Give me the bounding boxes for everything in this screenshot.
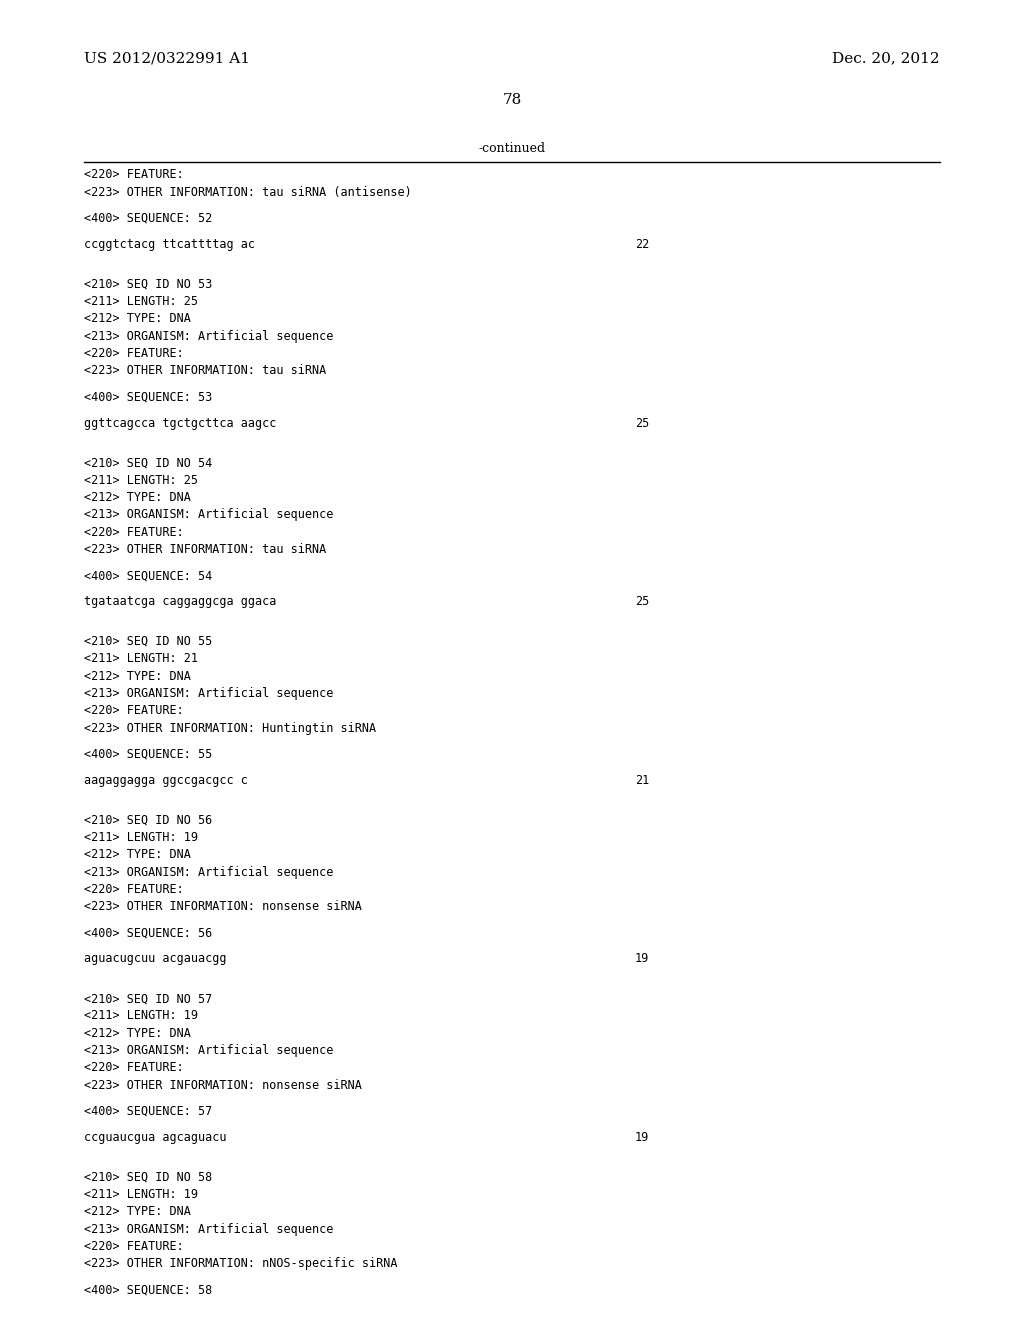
Text: <210> SEQ ID NO 54: <210> SEQ ID NO 54 bbox=[84, 457, 212, 469]
Text: <223> OTHER INFORMATION: Huntingtin siRNA: <223> OTHER INFORMATION: Huntingtin siRN… bbox=[84, 722, 376, 735]
Text: <220> FEATURE:: <220> FEATURE: bbox=[84, 347, 183, 360]
Text: <212> TYPE: DNA: <212> TYPE: DNA bbox=[84, 669, 190, 682]
Text: <220> FEATURE:: <220> FEATURE: bbox=[84, 883, 183, 896]
Text: ggttcagcca tgctgcttca aagcc: ggttcagcca tgctgcttca aagcc bbox=[84, 417, 276, 429]
Text: 19: 19 bbox=[635, 1131, 649, 1144]
Text: <210> SEQ ID NO 53: <210> SEQ ID NO 53 bbox=[84, 277, 212, 290]
Text: 21: 21 bbox=[635, 774, 649, 787]
Text: 25: 25 bbox=[635, 417, 649, 429]
Text: <211> LENGTH: 19: <211> LENGTH: 19 bbox=[84, 1010, 198, 1023]
Text: <213> ORGANISM: Artificial sequence: <213> ORGANISM: Artificial sequence bbox=[84, 1044, 334, 1057]
Text: <213> ORGANISM: Artificial sequence: <213> ORGANISM: Artificial sequence bbox=[84, 866, 334, 879]
Text: US 2012/0322991 A1: US 2012/0322991 A1 bbox=[84, 51, 250, 65]
Text: aguacugcuu acgauacgg: aguacugcuu acgauacgg bbox=[84, 952, 226, 965]
Text: <400> SEQUENCE: 56: <400> SEQUENCE: 56 bbox=[84, 927, 212, 940]
Text: <220> FEATURE:: <220> FEATURE: bbox=[84, 1239, 183, 1253]
Text: <223> OTHER INFORMATION: nNOS-specific siRNA: <223> OTHER INFORMATION: nNOS-specific s… bbox=[84, 1258, 397, 1270]
Text: aagaggagga ggccgacgcc c: aagaggagga ggccgacgcc c bbox=[84, 774, 248, 787]
Text: <220> FEATURE:: <220> FEATURE: bbox=[84, 1061, 183, 1074]
Text: <400> SEQUENCE: 57: <400> SEQUENCE: 57 bbox=[84, 1105, 212, 1118]
Text: <223> OTHER INFORMATION: nonsense siRNA: <223> OTHER INFORMATION: nonsense siRNA bbox=[84, 1078, 361, 1092]
Text: <211> LENGTH: 19: <211> LENGTH: 19 bbox=[84, 1188, 198, 1201]
Text: <210> SEQ ID NO 55: <210> SEQ ID NO 55 bbox=[84, 635, 212, 648]
Text: <223> OTHER INFORMATION: nonsense siRNA: <223> OTHER INFORMATION: nonsense siRNA bbox=[84, 900, 361, 913]
Text: <212> TYPE: DNA: <212> TYPE: DNA bbox=[84, 1027, 190, 1040]
Text: <211> LENGTH: 25: <211> LENGTH: 25 bbox=[84, 474, 198, 487]
Text: <211> LENGTH: 21: <211> LENGTH: 21 bbox=[84, 652, 198, 665]
Text: -continued: -continued bbox=[478, 141, 546, 154]
Text: <220> FEATURE:: <220> FEATURE: bbox=[84, 169, 183, 181]
Text: <400> SEQUENCE: 52: <400> SEQUENCE: 52 bbox=[84, 213, 212, 224]
Text: <212> TYPE: DNA: <212> TYPE: DNA bbox=[84, 849, 190, 861]
Text: <400> SEQUENCE: 55: <400> SEQUENCE: 55 bbox=[84, 747, 212, 760]
Text: 22: 22 bbox=[635, 238, 649, 251]
Text: 19: 19 bbox=[635, 952, 649, 965]
Text: <223> OTHER INFORMATION: tau siRNA: <223> OTHER INFORMATION: tau siRNA bbox=[84, 543, 327, 556]
Text: <220> FEATURE:: <220> FEATURE: bbox=[84, 525, 183, 539]
Text: <210> SEQ ID NO 56: <210> SEQ ID NO 56 bbox=[84, 813, 212, 826]
Text: <400> SEQUENCE: 53: <400> SEQUENCE: 53 bbox=[84, 391, 212, 404]
Text: ccggtctacg ttcattttag ac: ccggtctacg ttcattttag ac bbox=[84, 238, 255, 251]
Text: <211> LENGTH: 19: <211> LENGTH: 19 bbox=[84, 830, 198, 843]
Text: ccguaucgua agcaguacu: ccguaucgua agcaguacu bbox=[84, 1131, 226, 1144]
Text: Dec. 20, 2012: Dec. 20, 2012 bbox=[833, 51, 940, 65]
Text: <223> OTHER INFORMATION: tau siRNA: <223> OTHER INFORMATION: tau siRNA bbox=[84, 364, 327, 378]
Text: <212> TYPE: DNA: <212> TYPE: DNA bbox=[84, 313, 190, 325]
Text: <212> TYPE: DNA: <212> TYPE: DNA bbox=[84, 1205, 190, 1218]
Text: 78: 78 bbox=[503, 92, 521, 107]
Text: <210> SEQ ID NO 57: <210> SEQ ID NO 57 bbox=[84, 993, 212, 1005]
Text: <210> SEQ ID NO 58: <210> SEQ ID NO 58 bbox=[84, 1171, 212, 1184]
Text: <213> ORGANISM: Artificial sequence: <213> ORGANISM: Artificial sequence bbox=[84, 686, 334, 700]
Text: <213> ORGANISM: Artificial sequence: <213> ORGANISM: Artificial sequence bbox=[84, 330, 334, 343]
Text: <220> FEATURE:: <220> FEATURE: bbox=[84, 705, 183, 717]
Text: <211> LENGTH: 25: <211> LENGTH: 25 bbox=[84, 294, 198, 308]
Text: <213> ORGANISM: Artificial sequence: <213> ORGANISM: Artificial sequence bbox=[84, 1222, 334, 1236]
Text: tgataatcga caggaggcga ggaca: tgataatcga caggaggcga ggaca bbox=[84, 595, 276, 609]
Text: <400> SEQUENCE: 54: <400> SEQUENCE: 54 bbox=[84, 569, 212, 582]
Text: <223> OTHER INFORMATION: tau siRNA (antisense): <223> OTHER INFORMATION: tau siRNA (anti… bbox=[84, 186, 412, 199]
Text: <400> SEQUENCE: 58: <400> SEQUENCE: 58 bbox=[84, 1283, 212, 1296]
Text: <213> ORGANISM: Artificial sequence: <213> ORGANISM: Artificial sequence bbox=[84, 508, 334, 521]
Text: 25: 25 bbox=[635, 595, 649, 609]
Text: <212> TYPE: DNA: <212> TYPE: DNA bbox=[84, 491, 190, 504]
